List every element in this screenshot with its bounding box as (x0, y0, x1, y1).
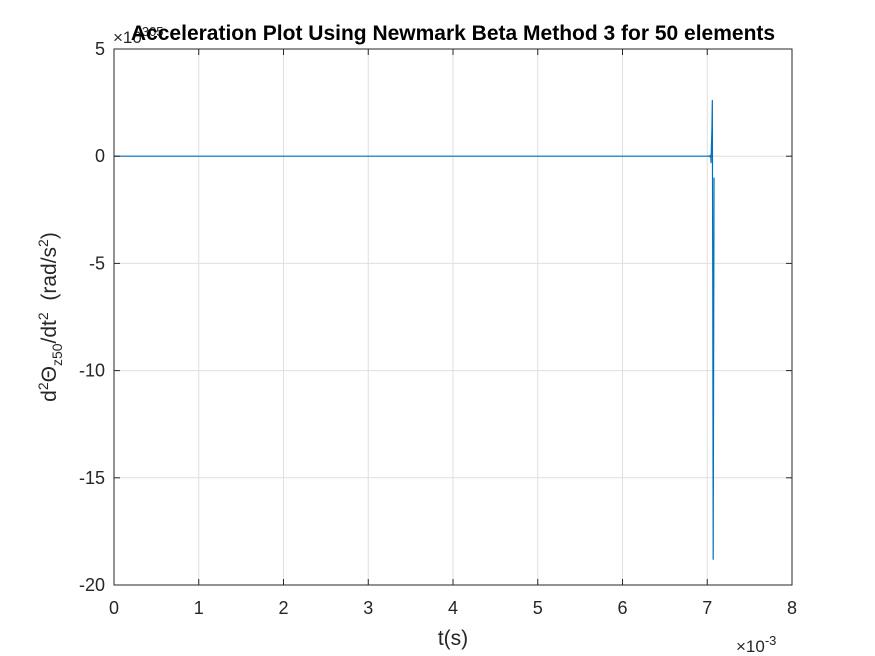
y-label-sub: z50 (49, 343, 65, 366)
x-tick-label: 0 (109, 598, 119, 618)
series-layer (114, 99, 715, 560)
y-exponent-prefix: ×10 (113, 28, 142, 47)
y-label-theta: Θ (38, 366, 61, 382)
y-label-sup3: 2 (35, 239, 51, 247)
y-tick-labels: 5 0 -5 -10 -15 -20 (79, 39, 105, 595)
x-exponent-prefix: ×10 (736, 637, 765, 656)
y-axis-label: d2Θz50/dt2 (rad/s2) (35, 232, 65, 402)
y-label-mid: /dt (38, 320, 61, 344)
y-tick-label: -15 (79, 468, 105, 488)
x-tick-label: 3 (363, 598, 373, 618)
x-tick-labels: 0 1 2 3 4 5 6 7 8 (109, 598, 797, 618)
x-exponent-label: ×10-3 (736, 633, 776, 656)
y-label-base: d (38, 390, 61, 402)
tick-marks (113, 48, 793, 586)
y-label-sup1: 2 (35, 382, 51, 390)
y-tick-label: -5 (89, 253, 105, 273)
y-label-units-open: (rad/s (38, 247, 61, 312)
x-axis-label: t(s) (438, 627, 468, 650)
y-tick-label: 5 (95, 39, 105, 59)
x-tick-label: 4 (448, 598, 458, 618)
x-tick-label: 7 (702, 598, 712, 618)
y-tick-label: -10 (79, 361, 105, 381)
y-tick-label: 0 (95, 146, 105, 166)
y-exponent-label: ×10305 (113, 24, 164, 47)
y-tick-label: -20 (79, 575, 105, 595)
x-tick-label: 8 (787, 598, 797, 618)
x-tick-label: 6 (617, 598, 627, 618)
x-tick-label: 1 (194, 598, 204, 618)
x-tick-label: 2 (278, 598, 288, 618)
x-exponent-power: -3 (765, 633, 777, 648)
y-exponent-power: 305 (142, 24, 164, 39)
acceleration-series-line (114, 99, 715, 560)
y-label-units-close: ) (38, 232, 61, 239)
chart-title: Acceleration Plot Using Newmark Beta Met… (131, 22, 775, 45)
y-label-sup2: 2 (35, 312, 51, 320)
x-tick-label: 5 (533, 598, 543, 618)
